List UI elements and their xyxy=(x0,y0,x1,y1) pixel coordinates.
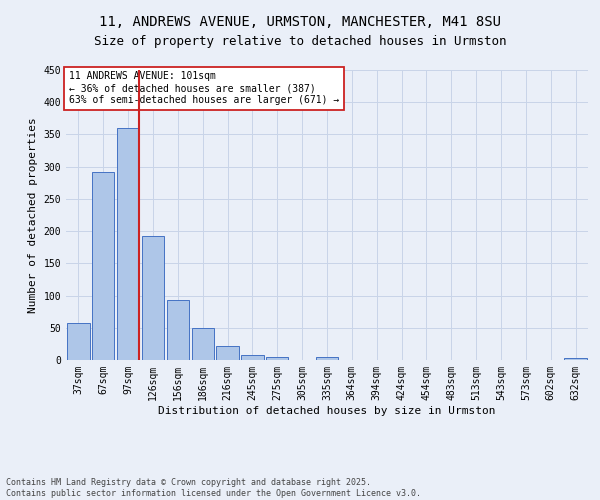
Bar xyxy=(217,346,239,360)
Y-axis label: Number of detached properties: Number of detached properties xyxy=(28,117,38,313)
Text: Contains HM Land Registry data © Crown copyright and database right 2025.
Contai: Contains HM Land Registry data © Crown c… xyxy=(6,478,421,498)
Bar xyxy=(191,328,214,360)
Bar xyxy=(167,300,189,360)
Text: 11 ANDREWS AVENUE: 101sqm
← 36% of detached houses are smaller (387)
63% of semi: 11 ANDREWS AVENUE: 101sqm ← 36% of detac… xyxy=(68,72,339,104)
Bar xyxy=(565,358,587,360)
Text: 11, ANDREWS AVENUE, URMSTON, MANCHESTER, M41 8SU: 11, ANDREWS AVENUE, URMSTON, MANCHESTER,… xyxy=(99,15,501,29)
Bar xyxy=(92,172,115,360)
X-axis label: Distribution of detached houses by size in Urmston: Distribution of detached houses by size … xyxy=(158,406,496,415)
Bar xyxy=(117,128,139,360)
Bar xyxy=(67,324,89,360)
Text: Size of property relative to detached houses in Urmston: Size of property relative to detached ho… xyxy=(94,35,506,48)
Bar xyxy=(266,358,289,360)
Bar xyxy=(316,358,338,360)
Bar xyxy=(241,355,263,360)
Bar xyxy=(142,236,164,360)
